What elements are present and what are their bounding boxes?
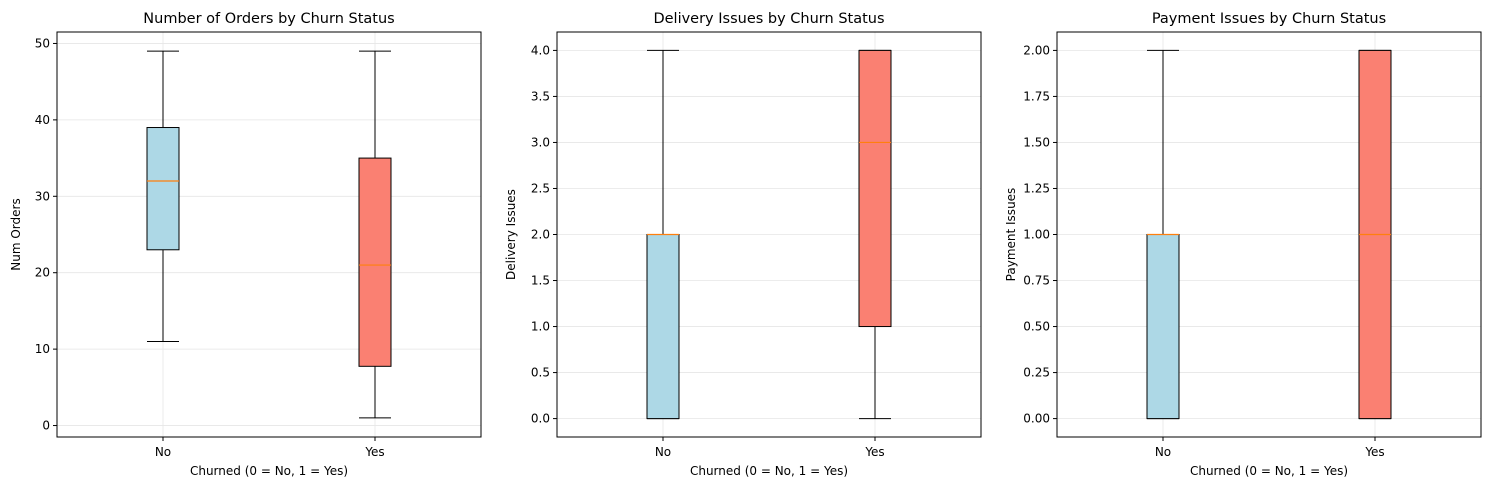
x-axis-label: Churned (0 = No, 1 = Yes) [1190,464,1348,478]
y-tick-label: 2.0 [531,228,550,242]
box-body [1146,234,1180,420]
subplot-3: 0.00 0.25 0.50 0.75 1.00 1.25 1.50 1.75 2.00 No Ye… [1004,11,1482,478]
y-tick-label: 1.50 [1023,135,1050,149]
x-tick-label: Yes [864,445,884,459]
y-axis-label: Num Orders [9,198,23,270]
subplot-title: Delivery Issues by Churn Status [653,11,884,27]
x-tick-label: No [155,445,171,459]
box-yes [358,50,392,419]
x-axis-label: Churned (0 = No, 1 = Yes) [690,464,848,478]
y-tick-label: 30 [35,189,50,203]
y-tick-label: 0.75 [1023,274,1050,288]
y-tick-label: 2.5 [531,181,550,195]
box-yes [1358,49,1392,420]
plot-frame [56,31,482,438]
y-tick-label: 40 [35,113,50,127]
x-axis-label: Churned (0 = No, 1 = Yes) [190,464,348,478]
y-axis-label: Payment Issues [1004,188,1018,282]
y-tick-label: 0.50 [1023,320,1050,334]
y-tick-label: 20 [35,266,50,280]
y-tick-label: 1.5 [531,274,550,288]
subplot-2: 0.0 0.5 1.0 1.5 2.0 2.5 3.0 3.5 4.0 No Yes Delivery… [504,11,982,478]
box-body [858,49,892,328]
y-tick-label: 50 [35,36,50,50]
box-yes [858,49,892,420]
y-tick-label: 2.00 [1023,43,1050,57]
subplot-title: Number of Orders by Churn Status [143,11,394,27]
y-tick-label: 1.75 [1023,89,1050,103]
y-tick-label: 3.0 [531,135,550,149]
y-tick-label: 0.00 [1023,412,1050,426]
x-tick-label: Yes [364,445,384,459]
box-body [146,127,180,251]
y-tick-label: 0.5 [531,366,550,380]
y-tick-label: 1.0 [531,320,550,334]
y-tick-label: 0 [42,419,50,433]
y-tick-label: 10 [35,342,50,356]
x-tick-label: No [655,445,671,459]
x-tick-label: Yes [1364,445,1384,459]
y-tick-label: 0.25 [1023,366,1050,380]
box-body [358,157,392,367]
box-no [1146,49,1180,420]
y-tick-label: 0.0 [531,412,550,426]
y-tick-label: 4.0 [531,43,550,57]
y-axis-label: Delivery Issues [504,189,518,280]
subplot-title: Payment Issues by Churn Status [1152,11,1386,27]
box-no [646,49,680,420]
y-tick-label: 1.00 [1023,228,1050,242]
y-tick-label: 1.25 [1023,181,1050,195]
box-no [146,50,180,342]
box-body [646,234,680,420]
subplot-1: 0 10 20 30 40 50 No Yes Number of Orders by Chur… [9,11,482,478]
y-tick-label: 3.5 [531,89,550,103]
x-tick-label: No [1155,445,1171,459]
